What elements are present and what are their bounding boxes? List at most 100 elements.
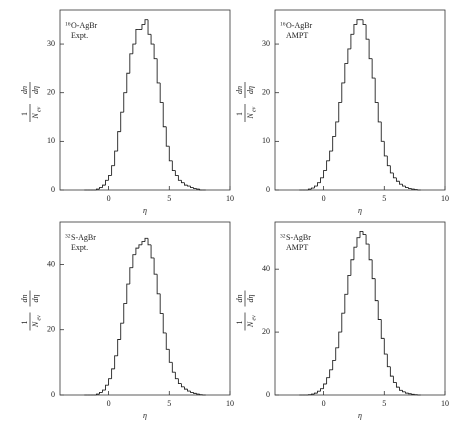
x-axis-label: η [358,206,362,215]
histogram-step [129,267,133,285]
histogram-step [171,362,176,373]
histogram-step [356,19,360,25]
plot-frame [274,221,446,396]
histogram-step [317,390,321,394]
histogram-step [335,347,339,361]
histogram-step [377,102,382,123]
histogram-step [135,29,139,45]
histogram-step [392,172,397,179]
histogram-step [332,136,336,152]
histogram-step [184,386,188,390]
histogram-step [353,246,357,260]
histogram-step [156,274,161,295]
histogram-step [141,24,145,30]
histogram-step [386,354,391,368]
histogram-step [392,376,397,383]
histogram-step [356,237,360,248]
y-tick-label: 0 [266,390,270,399]
y-label-numerator: dn [20,86,29,94]
y-label-numerator: dn [235,295,244,303]
histogram-step [168,349,173,363]
histogram-step [359,230,364,238]
histogram-step [380,319,385,339]
histogram-step [102,184,106,188]
histogram-step [350,259,354,276]
histogram-step [314,392,318,395]
histogram-step [135,247,139,255]
annotation-subtitle: AMPT [286,31,308,40]
histogram-step [138,244,142,249]
histogram-step [117,339,121,356]
histogram-step [383,141,388,157]
histogram-step [344,293,348,314]
histogram-step [402,390,406,393]
x-tick-label: 0 [107,194,111,203]
histogram-step [187,185,191,187]
y-axis-label: 1 Nev dn dη [235,290,257,331]
histogram-step [383,338,388,355]
histogram-step [341,82,345,103]
histogram-step [165,332,170,350]
histogram-step [168,146,173,162]
histogram-step [371,58,376,79]
histogram-step [335,121,339,137]
histogram-step [399,181,403,185]
histogram-step [323,170,327,178]
histogram-step [153,257,158,275]
histogram-step [389,165,394,174]
annotation-text: S-AgBr [286,233,311,242]
histogram-step [102,389,106,393]
histogram-step [307,188,312,190]
y-label-denominator: dη [31,86,40,94]
histogram-step [196,393,200,395]
histogram-step [180,383,185,388]
histogram-step [114,355,118,369]
histogram-step [405,391,409,394]
x-tick-label: 0 [322,399,326,408]
histogram-step [147,19,152,35]
x-axis-label: η [143,206,147,215]
histogram-step [108,174,112,181]
histogram-step [184,182,188,186]
x-tick-label: 5 [382,194,386,203]
histogram-step [310,187,315,190]
histogram-step [365,234,370,245]
histogram-step [132,43,136,54]
x-axis-label: η [358,411,362,420]
histogram-step [377,300,382,320]
histogram-step [120,322,124,340]
histogram-step [123,92,127,113]
histogram-step [144,19,149,25]
histogram-step [365,24,370,40]
histogram-step [199,394,203,396]
histogram-step [386,155,391,167]
plot-frame [59,221,231,396]
histogram-step [193,392,197,394]
histogram-step [320,177,324,183]
y-axis-label: 1 Nev dn dη [20,290,42,331]
histogram-step [395,382,400,388]
y-tick-label: 20 [262,88,270,97]
histogram-step [338,101,342,122]
histogram-step [114,150,118,166]
histogram-step [187,389,191,392]
histogram-step [111,368,115,379]
histogram-step [132,254,136,268]
histogram-step [371,259,376,280]
histogram-step [159,293,164,314]
histogram-step [144,237,149,242]
histogram-step [190,186,194,189]
histogram-step [126,72,130,93]
x-tick-label: 10 [441,399,449,408]
histogram-step [117,131,121,152]
histogram-step [180,180,185,184]
y-label-denominator: dη [246,294,255,302]
y-tick-label: 20 [262,327,270,336]
annotation-subtitle: Expt. [71,31,88,40]
y-label-subscript: ev [36,106,42,112]
x-tick-label: 5 [167,399,171,408]
annotation-text: O-AgBr [286,21,313,30]
